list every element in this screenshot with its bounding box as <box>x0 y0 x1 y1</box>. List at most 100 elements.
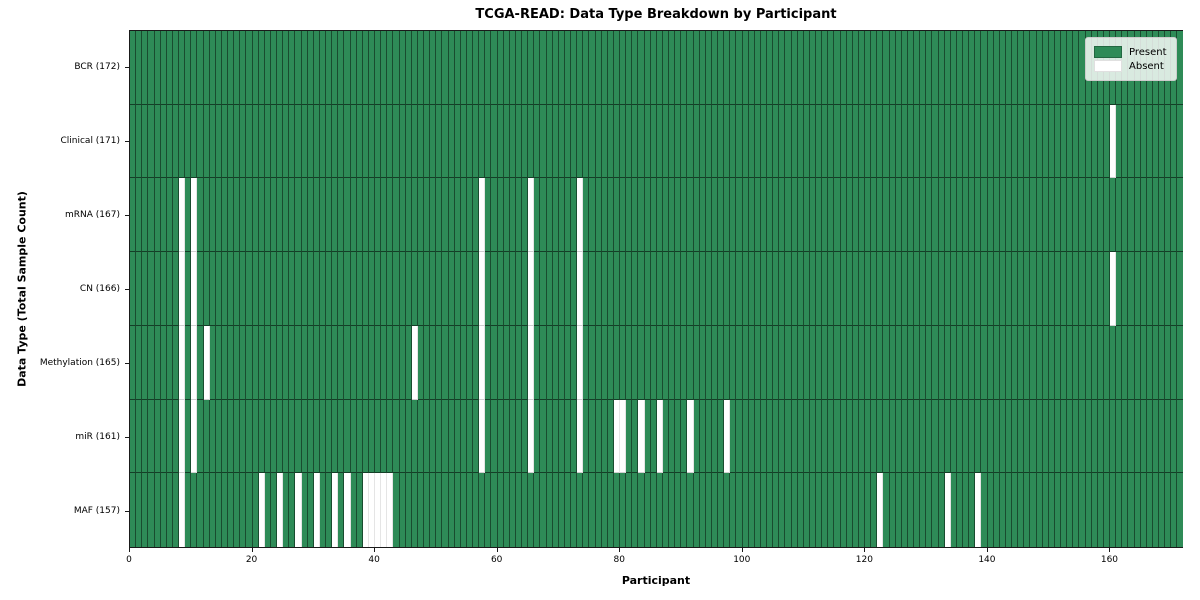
heatmap-cell <box>742 399 749 474</box>
heatmap-cell <box>405 178 412 253</box>
heatmap-cell <box>626 31 633 105</box>
legend-absent-label: Absent <box>1129 60 1164 72</box>
heatmap-cell <box>975 104 982 179</box>
heatmap-cell <box>736 325 743 400</box>
heatmap-cell <box>1012 473 1019 548</box>
heatmap-cell <box>773 178 780 253</box>
heatmap-cell <box>534 178 541 253</box>
y-tick-label: CN (166) <box>79 284 120 294</box>
heatmap-cell <box>1036 325 1043 400</box>
heatmap-cell <box>1165 178 1172 253</box>
heatmap-cell <box>215 178 222 253</box>
heatmap-cell <box>681 473 688 548</box>
heatmap-cell <box>546 252 553 326</box>
heatmap-cell <box>956 178 963 253</box>
heatmap-cell <box>914 31 921 105</box>
heatmap-cell <box>785 104 792 179</box>
heatmap-cell <box>675 325 682 400</box>
heatmap-cell <box>1165 252 1172 326</box>
heatmap-cell <box>515 252 522 326</box>
heatmap-cell <box>240 252 247 326</box>
heatmap-cell <box>289 399 296 474</box>
heatmap-cell <box>454 325 461 400</box>
heatmap-cell <box>295 178 302 253</box>
x-tick-mark <box>1109 548 1111 552</box>
heatmap-cell <box>540 104 547 179</box>
heatmap-cell <box>368 178 375 253</box>
heatmap-cell <box>460 178 467 253</box>
heatmap-cell <box>730 399 737 474</box>
heatmap-cell <box>828 104 835 179</box>
heatmap-cell <box>1140 252 1147 326</box>
heatmap-cell <box>503 325 510 400</box>
heatmap-cell <box>491 325 498 400</box>
heatmap-cell <box>1024 31 1031 105</box>
heatmap-cell <box>883 104 890 179</box>
heatmap-cell <box>883 473 890 548</box>
heatmap-cell <box>1122 252 1129 326</box>
heatmap-cell <box>1152 473 1159 548</box>
heatmap-cell <box>926 178 933 253</box>
heatmap-cell <box>381 399 388 474</box>
heatmap-cell <box>736 178 743 253</box>
heatmap-cell <box>136 104 143 179</box>
heatmap-cell <box>252 325 259 400</box>
heatmap-cell <box>705 473 712 548</box>
heatmap-cell <box>240 399 247 474</box>
heatmap-cell <box>577 31 584 105</box>
heatmap-cell <box>675 473 682 548</box>
heatmap-cell <box>552 399 559 474</box>
heatmap-cell <box>454 252 461 326</box>
heatmap-cell <box>760 104 767 179</box>
heatmap-cell <box>442 104 449 179</box>
heatmap-cell <box>583 178 590 253</box>
heatmap-cell <box>1177 325 1183 400</box>
heatmap-cell <box>1091 104 1098 179</box>
heatmap-cell <box>368 473 375 548</box>
heatmap-cell <box>699 104 706 179</box>
heatmap-cell <box>571 325 578 400</box>
heatmap-cell <box>1134 325 1141 400</box>
heatmap-cell <box>1116 104 1123 179</box>
heatmap-cell <box>295 399 302 474</box>
heatmap-cell <box>534 104 541 179</box>
heatmap-cell <box>350 473 357 548</box>
heatmap-cell <box>675 252 682 326</box>
heatmap-cell <box>215 104 222 179</box>
heatmap-cell <box>767 104 774 179</box>
heatmap-cell <box>840 104 847 179</box>
heatmap-cell <box>246 31 253 105</box>
heatmap-cell <box>656 178 663 253</box>
heatmap-cell <box>895 178 902 253</box>
heatmap-cell <box>987 178 994 253</box>
heatmap-cell <box>767 31 774 105</box>
heatmap-cell <box>754 325 761 400</box>
heatmap-cell <box>767 325 774 400</box>
heatmap-cell <box>319 31 326 105</box>
heatmap-cell <box>350 31 357 105</box>
heatmap-cell <box>687 473 694 548</box>
heatmap-cell <box>264 31 271 105</box>
heatmap-cell <box>185 178 192 253</box>
heatmap-cell <box>319 473 326 548</box>
heatmap-cell <box>1012 325 1019 400</box>
heatmap-cell <box>148 473 155 548</box>
heatmap-cell <box>718 104 725 179</box>
heatmap-cell <box>1140 104 1147 179</box>
heatmap-cell <box>203 473 210 548</box>
heatmap-cell <box>687 104 694 179</box>
heatmap-cell <box>1036 252 1043 326</box>
heatmap-cell <box>319 252 326 326</box>
heatmap-cell <box>454 473 461 548</box>
heatmap-cell <box>350 252 357 326</box>
y-tick-mark <box>125 67 129 68</box>
heatmap-cell <box>822 178 829 253</box>
heatmap-cell <box>221 325 228 400</box>
heatmap-cell <box>1128 473 1135 548</box>
heatmap-cell <box>969 325 976 400</box>
heatmap-cell <box>993 252 1000 326</box>
heatmap-cell <box>1177 31 1183 105</box>
heatmap-cell <box>858 252 865 326</box>
heatmap-cell <box>172 104 179 179</box>
